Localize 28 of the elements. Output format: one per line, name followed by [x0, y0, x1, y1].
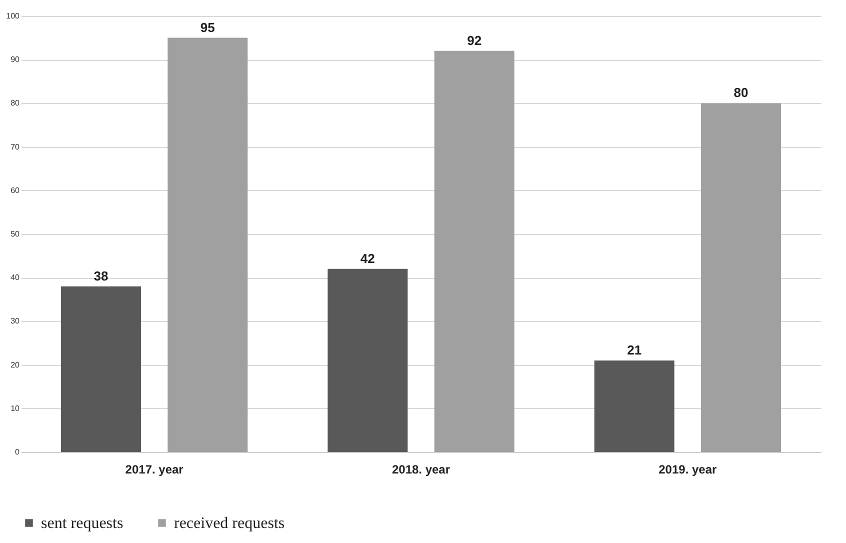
y-tick-label: 100 — [6, 12, 20, 20]
y-tick-label: 60 — [10, 186, 20, 195]
y-tick-label: 0 — [15, 448, 20, 456]
data-label: 92 — [467, 32, 482, 48]
bar — [168, 38, 248, 452]
bar — [434, 50, 514, 452]
y-tick-label: 80 — [10, 98, 20, 108]
x-tick-label: 2018. year — [392, 462, 450, 476]
y-tick-label: 40 — [10, 273, 20, 282]
y-tick-label: 30 — [10, 316, 20, 326]
data-label: 21 — [627, 342, 642, 358]
y-tick-label: 90 — [10, 55, 20, 64]
bar — [61, 286, 141, 452]
bar — [328, 268, 408, 452]
data-label: 38 — [94, 268, 108, 284]
x-tick-label: 2019. year — [658, 462, 718, 476]
data-label: 80 — [734, 85, 748, 100]
x-tick-label: 2017. year — [125, 462, 184, 476]
legend-label: received requests — [174, 515, 285, 532]
y-tick-label: 10 — [10, 404, 20, 413]
y-tick-label: 70 — [10, 142, 20, 152]
legend-label: sent requests — [41, 515, 124, 532]
data-label: 95 — [200, 20, 215, 35]
data-label: 42 — [360, 250, 375, 266]
y-tick-label: 50 — [10, 230, 20, 238]
bar — [594, 360, 674, 452]
bar — [701, 103, 781, 452]
y-tick-label: 20 — [10, 360, 20, 370]
